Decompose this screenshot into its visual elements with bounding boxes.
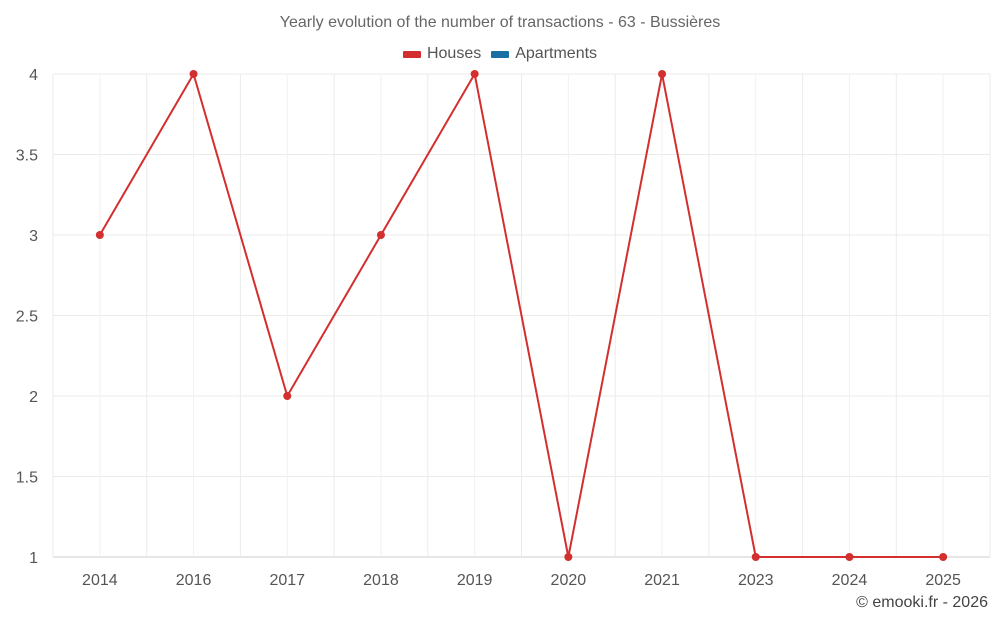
chart-title: Yearly evolution of the number of transa…	[279, 14, 721, 31]
legend-label-apartments: Apartments	[515, 45, 598, 62]
x-tick-label: 2018	[363, 572, 399, 589]
data-point	[95, 231, 104, 239]
data-point	[376, 231, 385, 239]
y-tick-label: 2.5	[16, 309, 38, 326]
y-tick-label: 2	[29, 389, 38, 406]
x-tick-label: 2014	[82, 572, 118, 589]
chart-legend: Houses Apartments	[0, 45, 1000, 63]
data-point	[658, 70, 667, 78]
x-tick-label: 2016	[176, 572, 212, 589]
x-tick-label: 2021	[644, 572, 680, 589]
legend-label-houses: Houses	[426, 45, 482, 62]
legend-swatch-apartments	[491, 50, 510, 58]
x-tick-label: 2025	[925, 572, 961, 589]
x-tick-label: 2024	[832, 572, 868, 589]
data-point	[283, 392, 292, 400]
series-line-houses	[98, 73, 944, 558]
data-point	[751, 553, 760, 561]
legend-item-houses[interactable]: Houses	[402, 45, 482, 63]
y-tick-label: 1	[29, 550, 38, 567]
x-tick-label: 2017	[269, 572, 305, 589]
data-point	[939, 553, 948, 561]
data-point	[564, 553, 573, 561]
y-tick-label: 1.5	[16, 470, 38, 487]
x-axis: 2014 2016 2017 2018 2019 2020 2021 2023 2024 2025	[82, 572, 961, 589]
y-axis: 1 1.5 2 2.5 3 3.5 4	[16, 67, 38, 567]
series-houses	[95, 70, 948, 561]
data-point	[189, 70, 198, 78]
legend-item-apartments[interactable]: Apartments	[491, 45, 597, 63]
y-tick-label: 3	[29, 228, 38, 245]
x-tick-label: 2019	[457, 572, 493, 589]
y-tick-label: 4	[29, 67, 38, 84]
legend-swatch-houses	[402, 50, 421, 58]
x-tick-label: 2023	[738, 572, 774, 589]
y-tick-label: 3.5	[16, 148, 38, 165]
data-point	[845, 553, 854, 561]
x-tick-label: 2020	[551, 572, 587, 589]
data-point	[470, 70, 479, 78]
credit-text: © emooki.fr - 2026	[856, 594, 988, 611]
